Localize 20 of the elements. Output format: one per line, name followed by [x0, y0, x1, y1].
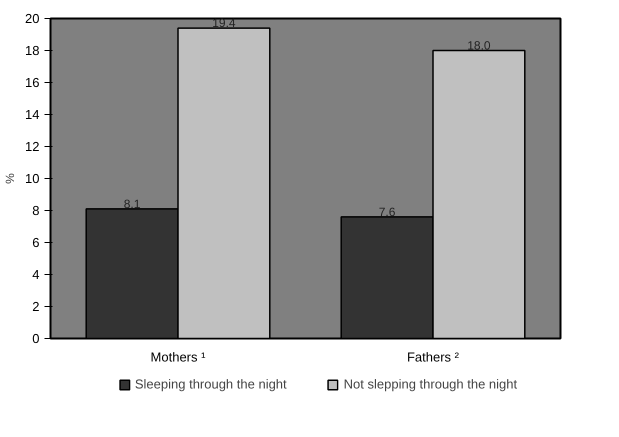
y-tick-label: 16 [25, 75, 40, 90]
y-tick-label: 10 [25, 171, 40, 186]
y-tick-label: 12 [25, 139, 40, 154]
legend-label: Sleeping through the night [134, 376, 287, 392]
y-tick-label: 18 [25, 43, 40, 58]
data-label: 19.4 [212, 16, 236, 30]
y-tick-label: 2 [32, 299, 40, 314]
data-label: 7.6 [378, 204, 396, 219]
y-tick-label: 0 [32, 331, 40, 346]
y-tick-label: 6 [32, 235, 40, 250]
y-tick-label: 20 [25, 11, 40, 26]
y-tick-label: 8 [32, 203, 40, 218]
x-tick-label: Fathers ² [406, 350, 460, 364]
y-tick-label: 4 [32, 267, 40, 282]
data-label: 18.0 [467, 38, 491, 52]
legend-label: Not slepping through the night [344, 376, 518, 392]
y-axis-title: % [3, 172, 18, 184]
y-tick-label: 14 [25, 107, 40, 122]
data-label: 8.1 [124, 196, 141, 211]
x-tick-label: Mothers ¹ [150, 350, 206, 364]
